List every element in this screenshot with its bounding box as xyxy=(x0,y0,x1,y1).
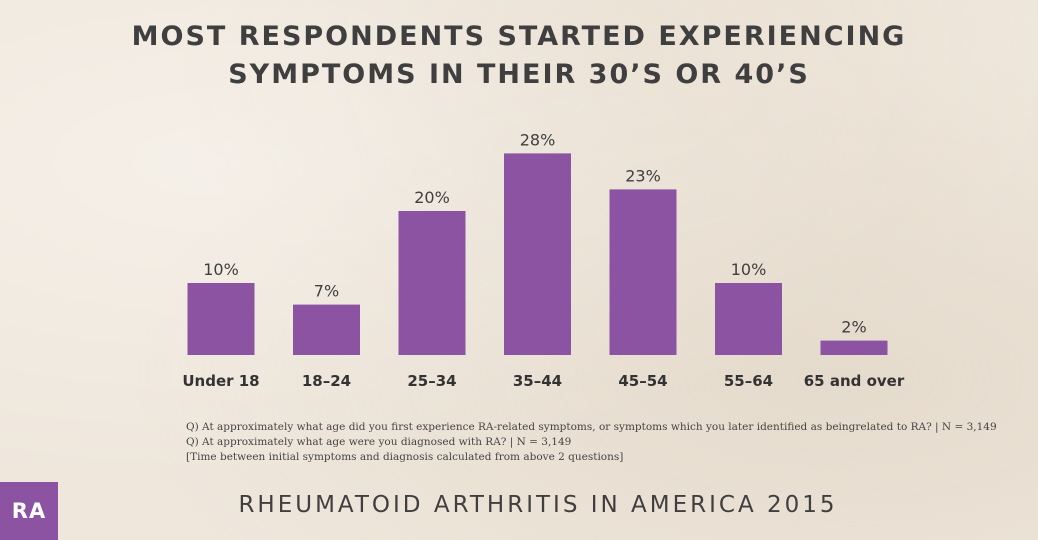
bar-1 xyxy=(187,283,255,355)
category-label-1: Under 18 xyxy=(182,372,259,390)
bar-value-label-7: 2% xyxy=(841,318,866,337)
chart-title: MOST RESPONDENTS STARTED EXPERIENCING SY… xyxy=(0,18,1038,94)
bar-2 xyxy=(293,304,360,355)
footer-title: RHEUMATOID ARTHRITIS IN AMERICA 2015 xyxy=(238,492,838,518)
bar-5 xyxy=(609,189,677,355)
chart-title-line-2: SYMPTOMS IN THEIR 30’S OR 40’S xyxy=(228,59,810,90)
bar-value-label-6: 10% xyxy=(731,260,767,279)
chart-title-line-1: MOST RESPONDENTS STARTED EXPERIENCING xyxy=(131,21,907,52)
bar-value-label-3: 20% xyxy=(414,188,450,207)
survey-note-1: Q) At approximately what age did you fir… xyxy=(186,421,997,433)
category-label-3: 25–34 xyxy=(407,372,456,390)
ra-logo: RA xyxy=(0,482,58,540)
bar-3 xyxy=(398,211,466,355)
category-label-5: 45–54 xyxy=(618,372,667,390)
bar-value-label-2: 7% xyxy=(314,282,339,301)
category-label-6: 55–64 xyxy=(724,372,773,390)
ra-logo-text: RA xyxy=(11,499,47,523)
bar-value-label-1: 10% xyxy=(203,260,239,279)
bar-value-label-4: 28% xyxy=(520,130,556,149)
bar-7 xyxy=(820,340,888,355)
category-label-2: 18–24 xyxy=(302,372,351,390)
category-label-7: 65 and over xyxy=(804,372,905,390)
survey-notes: Q) At approximately what age did you fir… xyxy=(186,420,1006,465)
category-label-4: 35–44 xyxy=(513,372,562,390)
bar-value-label-5: 23% xyxy=(625,166,661,185)
survey-note-3: [Time between initial symptoms and diagn… xyxy=(186,451,624,463)
survey-note-2: Q) At approximately what age were you di… xyxy=(186,436,572,448)
bar-chart: 10% Under 18 7% 18–24 20% 25–34 28% 35–44 23% 45–… xyxy=(182,130,905,390)
bar-6 xyxy=(715,283,782,355)
bar-4 xyxy=(504,153,571,355)
